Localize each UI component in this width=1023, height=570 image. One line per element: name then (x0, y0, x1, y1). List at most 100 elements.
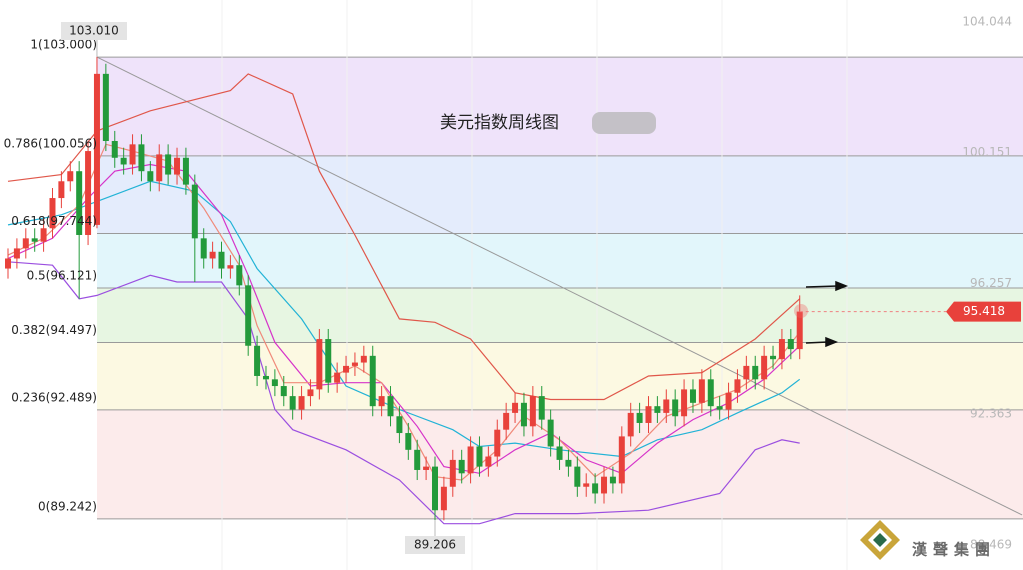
candle-body (458, 459, 465, 474)
high-marker-label: 103.010 (69, 24, 119, 38)
candle-body (547, 419, 554, 447)
candle-body (467, 446, 474, 474)
last-price-tag (946, 301, 1021, 322)
candle-body (76, 171, 83, 235)
watermark: 漢聲集團 (912, 541, 996, 559)
candle-body (5, 258, 12, 269)
candle-body (67, 171, 74, 182)
candle-body (494, 429, 501, 457)
candle-body (681, 389, 688, 417)
y-tick-label: 96.257 (970, 276, 1012, 290)
high-marker-box (60, 22, 127, 40)
arrow (805, 285, 839, 288)
fib-label: 0.382(94.497) (11, 323, 97, 337)
candle-body (378, 396, 385, 407)
candle-body (138, 144, 145, 172)
candle-body (191, 184, 198, 239)
candle-body (663, 399, 670, 413)
low-marker-box (404, 536, 465, 554)
candle-body (770, 355, 777, 360)
candle-body (200, 238, 207, 259)
candle-body (636, 412, 643, 423)
candle-body (49, 198, 56, 229)
candle-body (227, 265, 234, 269)
fib-label: 0.786(100.056) (4, 136, 97, 150)
candle-body (271, 379, 278, 387)
plot (5, 56, 1023, 525)
candle-body (698, 379, 705, 403)
candle-body (13, 248, 20, 259)
candle-body (423, 466, 430, 470)
candle-body (40, 228, 47, 242)
candle-body (449, 459, 456, 487)
candle-body (529, 396, 536, 427)
fib-label: 0.618(97.744) (11, 214, 97, 228)
candle-body (743, 365, 750, 380)
candle-body (254, 345, 261, 376)
candle-body (654, 406, 661, 413)
candle-body (583, 483, 590, 487)
candle-body (316, 339, 323, 390)
candle-body (218, 251, 225, 269)
candle-body (334, 372, 341, 383)
candle-body (343, 365, 350, 373)
y-tick-label: 104.044 (962, 15, 1012, 29)
candle-body (520, 402, 527, 427)
arrow-head (825, 336, 839, 348)
fib-label: 0(89.242) (38, 499, 97, 513)
candle-body (405, 433, 412, 450)
logo-core (873, 533, 887, 547)
fib-label: 1(103.000) (30, 38, 97, 52)
candle-body (85, 151, 92, 235)
fib-bands: 104.044 100.151 96.257 92.363 88.469 (97, 15, 1023, 551)
arrow (805, 341, 829, 344)
arrow-head (835, 280, 849, 292)
fib-band (97, 57, 1023, 156)
candle-body (574, 466, 581, 487)
candle-body (111, 140, 118, 158)
candle-body (618, 436, 625, 484)
candle-body (556, 446, 563, 460)
candle-body (601, 476, 608, 494)
overlay-line (7, 73, 801, 401)
overlay-line (7, 261, 800, 525)
candle-body (512, 402, 519, 413)
candle-body (262, 375, 269, 380)
candle-body (165, 154, 172, 175)
candle-body (93, 73, 100, 225)
low-marker-label: 89.206 (414, 538, 456, 552)
candle-body (280, 386, 287, 397)
candle-body (182, 157, 189, 185)
candle-body (22, 238, 29, 249)
candle-body (147, 171, 154, 182)
logo: 漢聲集團 (860, 520, 996, 560)
last-price-label: 95.418 (963, 304, 1005, 318)
y-tick-label: 88.469 (970, 537, 1012, 551)
candle-body (538, 396, 545, 420)
candle-body (351, 362, 358, 366)
candle-body (503, 412, 510, 430)
arrows (805, 280, 849, 348)
candle-body (752, 365, 759, 380)
candle-body (716, 406, 723, 410)
candle-body (609, 476, 616, 484)
fib-band (97, 233, 1023, 288)
candle-body (102, 73, 109, 141)
candle-body (565, 459, 572, 467)
fib-band (97, 287, 1023, 343)
chart-title: 美元指数周线图 (440, 113, 559, 133)
candle-body (761, 355, 768, 380)
candle-body (325, 339, 332, 383)
trend-line (96, 56, 1023, 516)
candle-body (396, 416, 403, 434)
candle-body (369, 355, 376, 407)
candle-body (645, 406, 652, 423)
candle-body (440, 486, 447, 511)
fib-band (97, 342, 1023, 410)
candle-body (174, 157, 181, 175)
candle-body (245, 285, 252, 346)
candle-body (476, 446, 483, 467)
candle-body (289, 396, 296, 410)
candle-body (734, 379, 741, 393)
candle-body (58, 181, 65, 199)
